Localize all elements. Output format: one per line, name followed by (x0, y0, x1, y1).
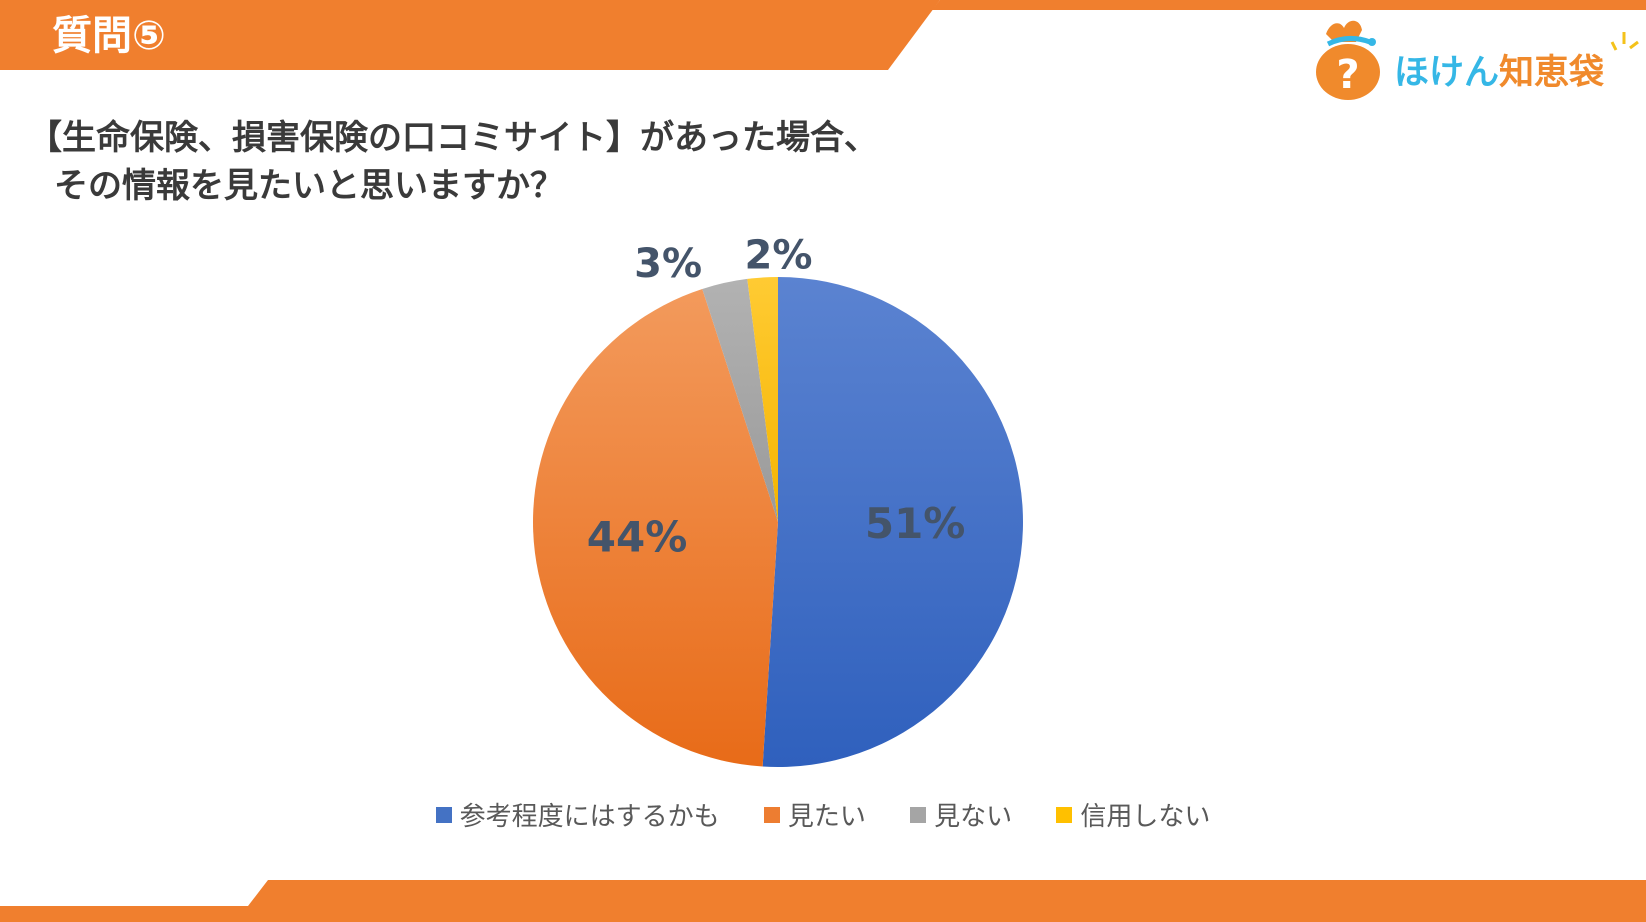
legend-label: 信用しない (1080, 802, 1211, 832)
legend-item: 見ない (910, 796, 1012, 833)
legend-item: 信用しない (1056, 796, 1210, 833)
legend-label: 見ない (934, 802, 1013, 832)
data-label: 3% (634, 241, 702, 287)
question-line-2: その情報を見たいと思いますか？ (54, 166, 564, 206)
question-text: 【生命保険、損害保険の口コミサイト】があった場合、 その情報を見たいと思いますか… (28, 114, 878, 210)
question-line-1: 【生命保険、損害保険の口コミサイト】があった場合、 (28, 118, 878, 158)
pie-slice (762, 277, 1024, 768)
chart-legend: 参考程度にはするかも 見たい 見ない 信用しない (0, 796, 1646, 833)
pie-slice (702, 278, 778, 522)
data-label: 44% (587, 512, 688, 561)
logo-text: ほけん知恵袋 (1394, 44, 1604, 95)
logo: ? ほけん知恵袋 (1310, 16, 1640, 106)
svg-text:?: ? (1336, 52, 1359, 98)
sparkle-icon (1610, 32, 1639, 51)
pie-slice (533, 288, 778, 767)
logo-text-chiebukuro: 知恵袋 (1499, 53, 1605, 93)
slide-label: 質問⑤ (52, 13, 166, 59)
legend-swatch (435, 806, 452, 823)
top-banner (0, 0, 1646, 70)
logo-text-hoken: ほけん (1394, 53, 1500, 93)
bottom-banner (0, 880, 1646, 922)
data-label: 51% (865, 499, 966, 548)
money-bag-icon: ? (1316, 20, 1380, 100)
legend-swatch (910, 806, 927, 823)
data-label: 2% (745, 232, 813, 278)
pie-slice (747, 277, 778, 522)
legend-item: 参考程度にはするかも (435, 796, 720, 833)
legend-label: 見たい (787, 802, 866, 832)
legend-swatch (763, 806, 780, 823)
legend-label: 参考程度にはするかも (459, 802, 720, 832)
legend-item: 見たい (763, 796, 866, 833)
legend-swatch (1056, 806, 1073, 823)
